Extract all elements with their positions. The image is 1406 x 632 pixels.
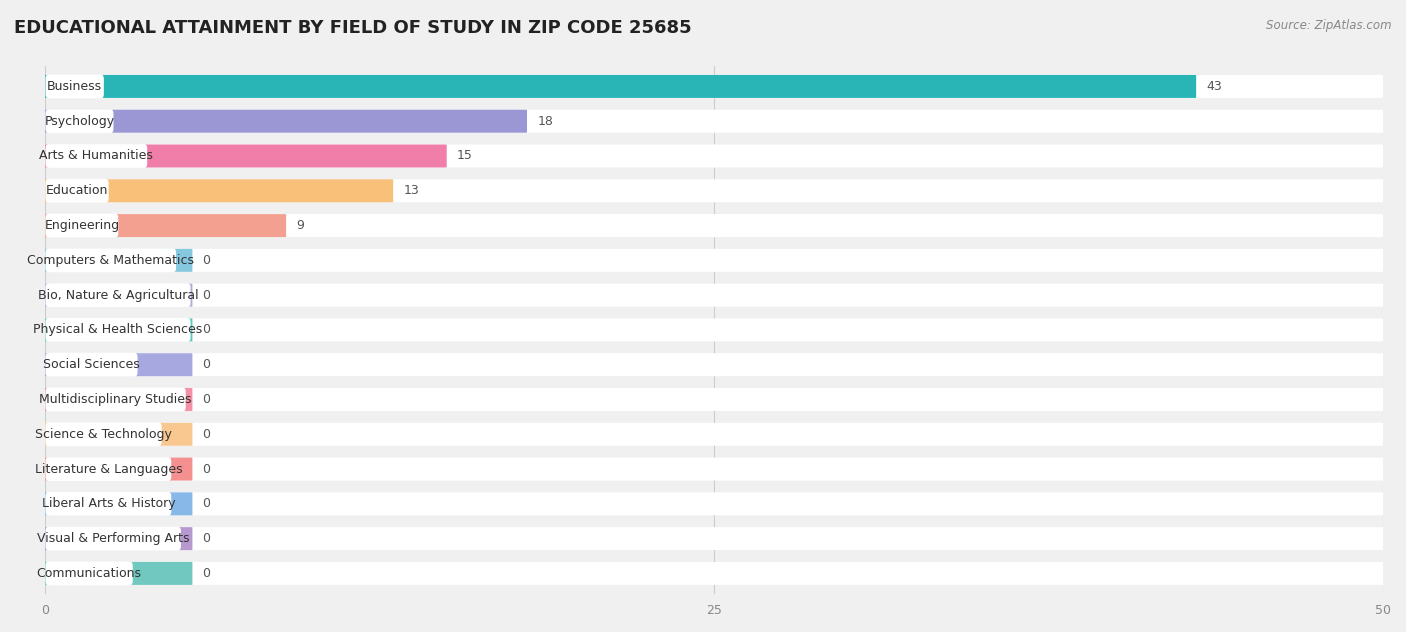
FancyBboxPatch shape — [44, 179, 394, 202]
FancyBboxPatch shape — [31, 319, 1398, 341]
Text: Literature & Languages: Literature & Languages — [35, 463, 183, 475]
FancyBboxPatch shape — [45, 75, 104, 99]
Text: 0: 0 — [202, 567, 211, 580]
FancyBboxPatch shape — [45, 283, 191, 307]
Text: Communications: Communications — [37, 567, 142, 580]
Text: Source: ZipAtlas.com: Source: ZipAtlas.com — [1267, 19, 1392, 32]
Text: 15: 15 — [457, 150, 472, 162]
FancyBboxPatch shape — [45, 526, 181, 550]
Text: Computers & Mathematics: Computers & Mathematics — [27, 254, 194, 267]
Text: 0: 0 — [202, 463, 211, 475]
FancyBboxPatch shape — [31, 249, 1398, 272]
Text: 0: 0 — [202, 358, 211, 371]
FancyBboxPatch shape — [31, 423, 1398, 446]
FancyBboxPatch shape — [45, 144, 148, 168]
FancyBboxPatch shape — [31, 527, 1398, 550]
FancyBboxPatch shape — [45, 387, 186, 411]
FancyBboxPatch shape — [44, 458, 193, 480]
Text: 0: 0 — [202, 289, 211, 301]
FancyBboxPatch shape — [31, 284, 1398, 307]
FancyBboxPatch shape — [31, 214, 1398, 237]
FancyBboxPatch shape — [31, 145, 1398, 167]
Text: 0: 0 — [202, 393, 211, 406]
FancyBboxPatch shape — [44, 110, 527, 133]
FancyBboxPatch shape — [44, 562, 193, 585]
Text: 0: 0 — [202, 532, 211, 545]
FancyBboxPatch shape — [31, 75, 1398, 98]
Text: Bio, Nature & Agricultural: Bio, Nature & Agricultural — [38, 289, 198, 301]
Text: Science & Technology: Science & Technology — [35, 428, 172, 441]
Text: 0: 0 — [202, 324, 211, 336]
FancyBboxPatch shape — [45, 318, 191, 342]
FancyBboxPatch shape — [44, 353, 193, 376]
Text: Engineering: Engineering — [45, 219, 120, 232]
FancyBboxPatch shape — [45, 214, 118, 238]
FancyBboxPatch shape — [31, 458, 1398, 480]
Text: Physical & Health Sciences: Physical & Health Sciences — [34, 324, 202, 336]
Text: 0: 0 — [202, 254, 211, 267]
Text: EDUCATIONAL ATTAINMENT BY FIELD OF STUDY IN ZIP CODE 25685: EDUCATIONAL ATTAINMENT BY FIELD OF STUDY… — [14, 19, 692, 37]
FancyBboxPatch shape — [44, 423, 193, 446]
Text: Education: Education — [46, 185, 108, 197]
FancyBboxPatch shape — [44, 388, 193, 411]
Text: 0: 0 — [202, 497, 211, 510]
FancyBboxPatch shape — [31, 388, 1398, 411]
FancyBboxPatch shape — [45, 492, 172, 516]
FancyBboxPatch shape — [44, 75, 1197, 98]
Text: Psychology: Psychology — [45, 115, 114, 128]
Text: 13: 13 — [404, 185, 419, 197]
FancyBboxPatch shape — [44, 492, 193, 515]
Text: 9: 9 — [297, 219, 304, 232]
FancyBboxPatch shape — [44, 145, 447, 167]
FancyBboxPatch shape — [45, 561, 132, 585]
FancyBboxPatch shape — [45, 109, 114, 133]
FancyBboxPatch shape — [45, 457, 172, 481]
Text: 43: 43 — [1206, 80, 1222, 93]
FancyBboxPatch shape — [44, 527, 193, 550]
FancyBboxPatch shape — [45, 422, 162, 446]
Text: Multidisciplinary Studies: Multidisciplinary Studies — [39, 393, 191, 406]
FancyBboxPatch shape — [45, 353, 138, 377]
Text: Visual & Performing Arts: Visual & Performing Arts — [37, 532, 190, 545]
Text: Business: Business — [46, 80, 103, 93]
Text: 0: 0 — [202, 428, 211, 441]
FancyBboxPatch shape — [45, 248, 176, 272]
FancyBboxPatch shape — [31, 353, 1398, 376]
FancyBboxPatch shape — [44, 284, 193, 307]
FancyBboxPatch shape — [31, 179, 1398, 202]
Text: Liberal Arts & History: Liberal Arts & History — [42, 497, 176, 510]
FancyBboxPatch shape — [31, 562, 1398, 585]
FancyBboxPatch shape — [45, 179, 108, 203]
Text: 18: 18 — [537, 115, 553, 128]
FancyBboxPatch shape — [44, 214, 285, 237]
FancyBboxPatch shape — [31, 110, 1398, 133]
FancyBboxPatch shape — [44, 249, 193, 272]
Text: Arts & Humanities: Arts & Humanities — [39, 150, 153, 162]
Text: Social Sciences: Social Sciences — [44, 358, 139, 371]
FancyBboxPatch shape — [31, 492, 1398, 515]
FancyBboxPatch shape — [44, 319, 193, 341]
